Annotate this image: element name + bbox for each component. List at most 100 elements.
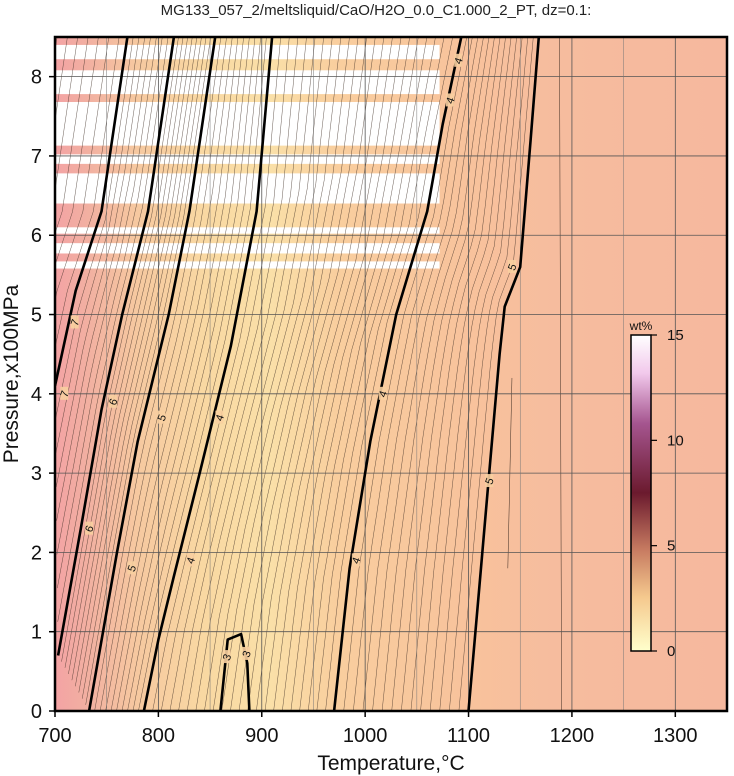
missing-data-band bbox=[55, 154, 440, 164]
fine-contour bbox=[55, 37, 99, 267]
x-tick-label: 1200 bbox=[550, 725, 595, 747]
x-tick-label: 1300 bbox=[653, 725, 698, 747]
colorbar-ticks: 0 5 10 15 bbox=[651, 327, 684, 660]
fine-contour bbox=[247, 37, 376, 711]
heatmap-background bbox=[55, 37, 727, 711]
fine-contour bbox=[169, 37, 299, 711]
fine-contour bbox=[68, 37, 188, 675]
fine-contour bbox=[212, 37, 342, 711]
colorbar-tick-label: 15 bbox=[667, 327, 684, 344]
contour-label: 3 bbox=[221, 652, 234, 662]
y-tick-label: 5 bbox=[31, 305, 42, 327]
colorbar-tick-label: 0 bbox=[667, 643, 675, 660]
contour-label: 4 bbox=[377, 389, 390, 399]
missing-data-band bbox=[55, 243, 440, 254]
fine-contour bbox=[55, 37, 120, 349]
contour-label: 4 bbox=[214, 413, 227, 423]
y-tick-label: 8 bbox=[31, 67, 42, 89]
fine-contour bbox=[353, 37, 473, 711]
fine-contour bbox=[299, 37, 428, 711]
fine-contour-lines bbox=[55, 37, 562, 711]
fine-contour bbox=[55, 37, 110, 302]
y-tick-label: 7 bbox=[31, 146, 42, 168]
fine-contour bbox=[439, 37, 523, 711]
fine-contour bbox=[75, 37, 198, 687]
colorbar: wt% 0 5 10 15 bbox=[629, 319, 684, 660]
fine-contour bbox=[221, 37, 350, 711]
fine-contour bbox=[307, 37, 436, 711]
fine-contour bbox=[121, 37, 250, 711]
fine-contour bbox=[401, 37, 501, 711]
x-axis-ticks: 700 800 900 1000 1100 1200 1300 bbox=[38, 711, 698, 747]
fine-contour bbox=[178, 37, 307, 711]
contour-label-bg bbox=[242, 646, 251, 660]
contour-label-bg bbox=[215, 410, 224, 424]
fine-contour bbox=[290, 37, 419, 711]
fine-contour bbox=[55, 37, 146, 488]
contour-label-bg bbox=[445, 93, 454, 107]
contour-label-bg bbox=[108, 394, 117, 408]
contour-label-bg bbox=[157, 410, 166, 424]
contour-label-bg bbox=[485, 474, 494, 488]
y-axis-ticks: 0 1 2 3 4 5 6 7 8 bbox=[31, 67, 55, 723]
contour-label: 4 bbox=[185, 556, 198, 566]
fine-contour bbox=[256, 37, 385, 711]
contour-label: 5 bbox=[126, 564, 139, 574]
contour-label-bg bbox=[186, 553, 195, 567]
fine-contour bbox=[316, 37, 445, 711]
fine-contour bbox=[410, 37, 506, 711]
fine-contour bbox=[57, 37, 163, 589]
fine-contour bbox=[55, 37, 89, 235]
x-tick-label: 1000 bbox=[343, 725, 388, 747]
fine-contour bbox=[57, 37, 169, 622]
contour-label-bg bbox=[222, 650, 231, 664]
contour-line-level-3 bbox=[219, 632, 251, 711]
contour-label: 5 bbox=[506, 262, 519, 272]
y-tick-label: 2 bbox=[31, 542, 42, 564]
missing-data-band bbox=[55, 227, 440, 234]
fine-contour bbox=[81, 37, 207, 699]
contour-line-level-7 bbox=[55, 37, 129, 387]
y-axis-label: Pressure,x100MPa bbox=[0, 284, 23, 463]
contour-label-bg bbox=[378, 386, 387, 400]
missing-data-band bbox=[55, 70, 440, 95]
contour-label-bg bbox=[351, 553, 360, 567]
fine-contour bbox=[343, 37, 468, 711]
colorbar-gradient bbox=[630, 334, 652, 652]
fine-contour bbox=[61, 37, 179, 662]
contour-label-bg bbox=[127, 561, 136, 575]
contour-label: 6 bbox=[83, 524, 96, 534]
x-tick-label: 1100 bbox=[447, 725, 490, 747]
fine-contour bbox=[127, 37, 256, 711]
fine-contour bbox=[420, 37, 512, 711]
fine-contour bbox=[64, 37, 184, 668]
fine-contour bbox=[78, 37, 202, 693]
contour-label: 7 bbox=[69, 318, 82, 328]
plot-frame bbox=[53, 35, 729, 713]
contour-line-level-6 bbox=[56, 37, 176, 656]
fine-contour bbox=[56, 37, 151, 521]
fine-contour bbox=[429, 37, 517, 711]
contour-label: 4 bbox=[350, 556, 363, 566]
colorbar-unit-label: wt% bbox=[629, 319, 653, 333]
fine-contour bbox=[138, 37, 267, 711]
fine-contour bbox=[559, 37, 562, 711]
contour-label: 5 bbox=[483, 476, 496, 486]
fine-contour bbox=[160, 37, 290, 711]
fine-contour bbox=[230, 37, 359, 711]
colorbar-tick-label: 10 bbox=[667, 432, 684, 449]
fine-contour bbox=[362, 37, 479, 711]
fine-contour bbox=[55, 37, 134, 420]
missing-data-band bbox=[55, 173, 440, 204]
fine-contour bbox=[273, 37, 402, 711]
contour-label-bg bbox=[507, 259, 516, 273]
fine-contour bbox=[94, 37, 222, 711]
fine-contour bbox=[71, 37, 193, 681]
fine-contour bbox=[152, 37, 281, 711]
contour-label: 4 bbox=[452, 56, 465, 66]
fine-contour bbox=[458, 37, 534, 711]
contour-label-bg bbox=[60, 386, 69, 400]
y-tick-label: 3 bbox=[31, 463, 42, 485]
contour-line-level-5 bbox=[467, 37, 541, 711]
